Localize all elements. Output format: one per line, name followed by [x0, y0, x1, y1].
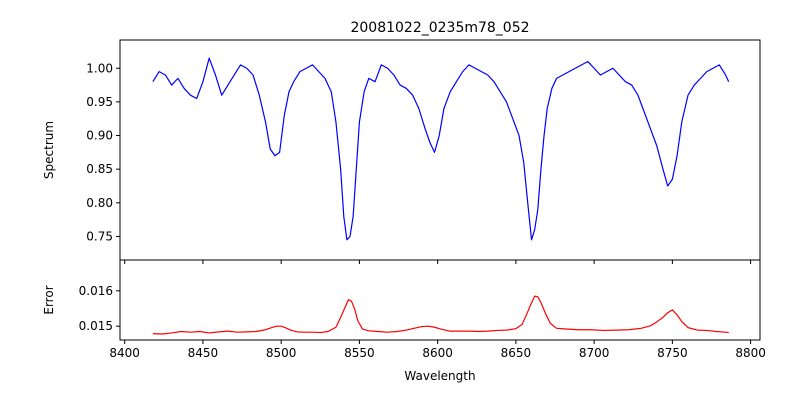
spectrum-y-axis-label: Spectrum: [42, 121, 56, 179]
spectrum-series-line: [152, 57, 730, 241]
spectrum-y-tick-label: 0.85: [86, 162, 113, 176]
chart-title: 20081022_0235m78_052: [350, 20, 529, 36]
spectrum-y-tick-label: 0.95: [86, 95, 113, 109]
spectrum-y-tick-label: 1.00: [86, 61, 113, 75]
spectrum-y-tick-label: 0.90: [86, 129, 113, 143]
error-x-tick-label: 8800: [735, 346, 766, 360]
error-series-line: [152, 295, 729, 335]
error-x-tick-label: 8700: [579, 346, 610, 360]
error-y-axis-label: Error: [42, 285, 56, 314]
error-x-tick-label: 8400: [109, 346, 140, 360]
spectrum-y-tick-label: 0.75: [86, 229, 113, 243]
x-axis-label: Wavelength: [404, 369, 475, 383]
error-x-tick-label: 8650: [501, 346, 532, 360]
error-y-tick-label: 0.015: [79, 319, 113, 333]
error-x-tick-label: 8600: [422, 346, 453, 360]
error-x-tick-label: 8750: [657, 346, 688, 360]
error-panel: 0.015 0.016 8400 8450 8500 8550 8600 8650 8700 87…: [79, 259, 766, 360]
error-x-tick-label: 8500: [266, 346, 297, 360]
error-x-tick-label: 8450: [188, 346, 219, 360]
spectrum-y-tick-label: 0.80: [86, 196, 113, 210]
error-y-tick-label: 0.016: [79, 284, 113, 298]
error-axes-frame: [119, 259, 761, 341]
error-x-tick-label: 8550: [344, 346, 375, 360]
